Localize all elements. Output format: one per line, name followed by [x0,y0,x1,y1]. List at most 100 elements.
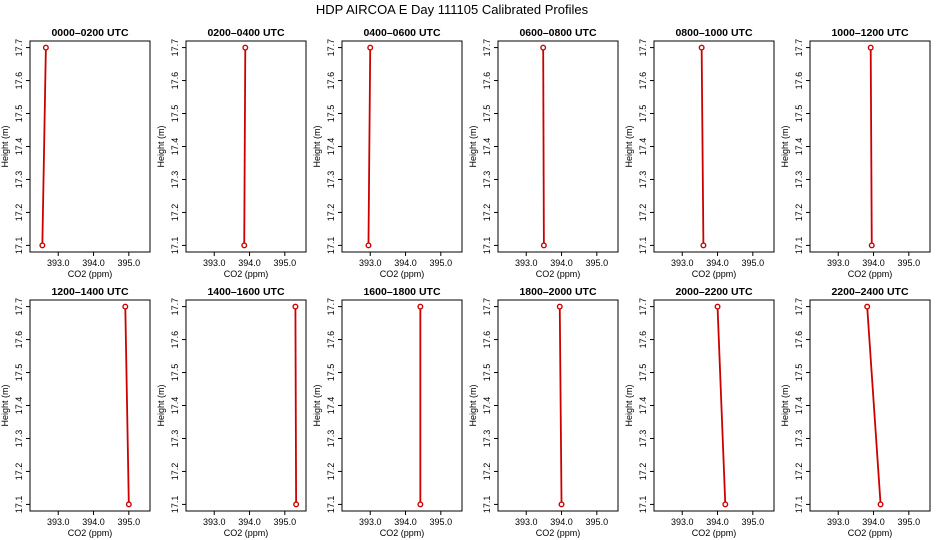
profile-point [722,501,729,508]
y-tick-label: 17.4 [170,397,180,415]
plot-frame [809,299,931,512]
x-tick-label: 395.0 [430,517,453,527]
y-tick-label: 17.7 [638,39,648,57]
profile-panel: 1400–1600 UTC 393.0 394.0 395.0 17.1 17.2 17.3… [156,286,307,538]
x-tick-label: 394.0 [706,258,729,268]
y-tick-label: 17.3 [170,171,180,189]
x-tick-label: 395.0 [274,258,297,268]
y-tick-label: 17.3 [794,171,804,189]
profile-point [864,303,871,310]
profile-line [700,47,705,246]
profile-point [698,44,705,51]
x-tick-label: 394.0 [238,258,261,268]
y-tick-label: 17.5 [14,105,24,123]
y-tick-label: 17.6 [170,331,180,349]
y-tick-label: 17.1 [14,496,24,514]
panel-title: 0200–0400 UTC [207,27,284,39]
x-axis-label: CO2 (ppm) [380,269,425,279]
profile-point [241,242,248,249]
y-tick-label: 17.5 [170,105,180,123]
profile-point [417,303,424,310]
y-axis-label: Height (m) [468,125,478,167]
y-tick-label: 17.4 [638,138,648,156]
plot-frame [341,299,463,512]
x-axis-label: CO2 (ppm) [692,528,737,538]
panel-title: 1200–1400 UTC [51,286,128,298]
y-tick-label: 17.2 [482,204,492,222]
y-tick-label: 17.4 [14,397,24,415]
y-tick-label: 17.5 [326,364,336,382]
y-tick-label: 17.3 [638,430,648,448]
x-tick-label: 394.0 [706,517,729,527]
y-tick-label: 17.3 [638,171,648,189]
x-tick-label: 393.0 [671,517,694,527]
y-tick-label: 17.6 [326,72,336,90]
y-tick-label: 17.2 [482,463,492,481]
x-tick-label: 395.0 [742,258,765,268]
y-tick-label: 17.1 [14,237,24,255]
y-axis-label: Height (m) [624,125,634,167]
y-tick-label: 17.4 [794,397,804,415]
y-tick-label: 17.1 [638,237,648,255]
y-axis-label: Height (m) [624,384,634,426]
x-tick-label: 393.0 [359,258,382,268]
panel-title: 1800–2000 UTC [519,286,596,298]
profile-point [867,44,874,51]
x-tick-label: 394.0 [862,517,885,527]
x-tick-label: 393.0 [359,517,382,527]
y-axis-label: Height (m) [156,125,166,167]
x-tick-label: 394.0 [394,258,417,268]
y-tick-label: 17.5 [326,105,336,123]
y-tick-label: 17.5 [482,105,492,123]
y-tick-label: 17.5 [14,364,24,382]
profile-line [243,47,247,246]
y-axis-label: Height (m) [156,384,166,426]
panel-title: 0800–1000 UTC [675,27,752,39]
panel-title: 0000–0200 UTC [51,27,128,39]
y-tick-label: 17.1 [170,496,180,514]
x-axis-label: CO2 (ppm) [380,528,425,538]
x-tick-label: 394.0 [550,517,573,527]
x-tick-label: 393.0 [671,258,694,268]
y-tick-label: 17.4 [326,138,336,156]
y-axis-label: Height (m) [780,384,790,426]
y-axis-label: Height (m) [0,384,10,426]
panel-grid: 0000–0200 UTC 393.0 394.0 395.0 17.1 17.2 17.3… [0,27,931,538]
profile-panel: 1200–1400 UTC 393.0 394.0 395.0 17.1 17.2 17.3… [0,286,151,538]
y-axis-label: Height (m) [468,384,478,426]
x-tick-label: 395.0 [430,258,453,268]
y-tick-label: 17.3 [326,171,336,189]
profile-panel: 2000–2200 UTC 393.0 394.0 395.0 17.1 17.2 17.3… [624,286,775,538]
y-tick-label: 17.7 [326,39,336,57]
x-axis-label: CO2 (ppm) [224,528,269,538]
profile-point [242,44,249,51]
x-tick-label: 393.0 [203,258,226,268]
y-tick-label: 17.3 [482,430,492,448]
profile-point [367,44,374,51]
y-tick-label: 17.4 [14,138,24,156]
y-tick-label: 17.2 [794,204,804,222]
profile-panel: 0200–0400 UTC 393.0 394.0 395.0 17.1 17.2 17.3… [156,27,307,279]
profile-line [124,306,130,505]
y-tick-label: 17.1 [482,496,492,514]
profile-panel: 1800–2000 UTC 393.0 394.0 395.0 17.1 17.2 17.3… [468,286,619,538]
profile-panel: 0000–0200 UTC 393.0 394.0 395.0 17.1 17.2 17.3… [0,27,151,279]
x-axis-label: CO2 (ppm) [536,528,581,538]
y-tick-label: 17.2 [14,463,24,481]
y-tick-label: 17.1 [326,237,336,255]
profile-panel: 1000–1200 UTC 393.0 394.0 395.0 17.1 17.2 17.3… [780,27,931,279]
profile-line [294,306,298,505]
panel-title: 0600–0800 UTC [519,27,596,39]
y-tick-label: 17.7 [170,298,180,316]
y-tick-label: 17.4 [482,138,492,156]
x-tick-label: 393.0 [515,258,538,268]
panel-title: 2200–2400 UTC [831,286,908,298]
x-tick-label: 393.0 [203,517,226,527]
profile-panel: 2200–2400 UTC 393.0 394.0 395.0 17.1 17.2 17.3… [780,286,931,538]
x-tick-label: 394.0 [862,258,885,268]
x-tick-label: 395.0 [586,517,609,527]
y-tick-label: 17.6 [794,72,804,90]
y-tick-label: 17.1 [638,496,648,514]
plot-frame [653,299,775,512]
y-tick-label: 17.7 [482,39,492,57]
